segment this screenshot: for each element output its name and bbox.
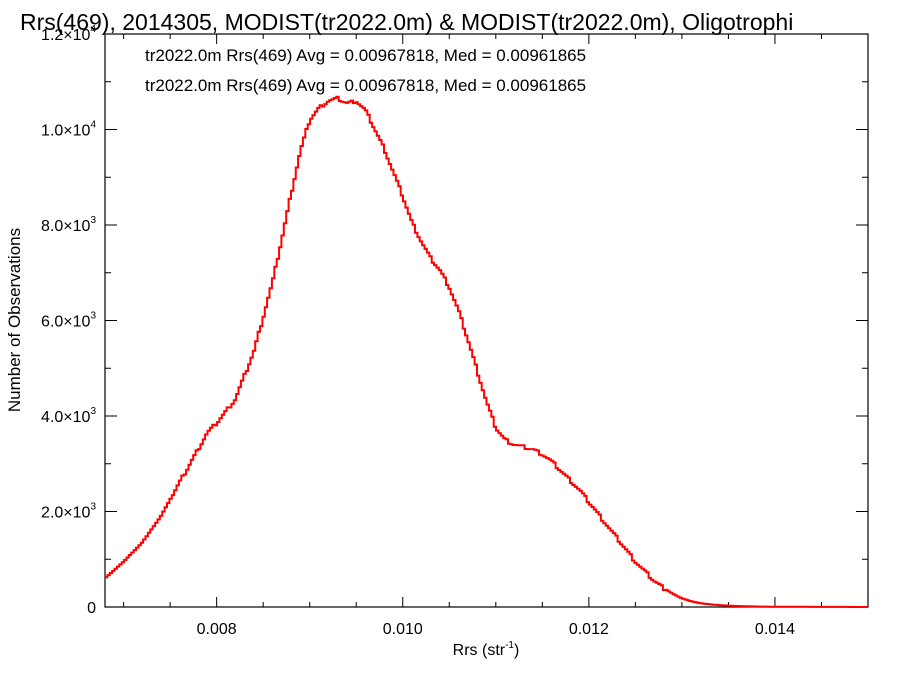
y-tick-label: 8.0×103 xyxy=(41,215,96,235)
y-axis-label: Number of Observations xyxy=(5,228,24,412)
y-axis: 0 2.0×103 4.0×103 6.0×103 8.0×103 1.0×104 1.2×… xyxy=(41,24,868,617)
legend-entry-red: tr2022.0m Rrs(469) Avg = 0.00967818, Med… xyxy=(145,76,586,95)
series-line-red xyxy=(105,95,868,608)
x-axis-label-main: Rrs (str xyxy=(453,642,506,659)
x-tick-label: 0.008 xyxy=(197,621,237,638)
x-tick-label: 0.010 xyxy=(383,621,423,638)
x-tick-label: 0.012 xyxy=(569,621,609,638)
chart-title: Rrs(469), 2014305, MODIST(tr2022.0m) & M… xyxy=(20,9,793,35)
x-axis-label: Rrs (str-1) xyxy=(453,640,520,659)
x-axis-label-end: ) xyxy=(514,642,519,659)
plot-frame xyxy=(104,33,869,608)
x-tick-label: 0.014 xyxy=(755,621,795,638)
x-axis: 0.008 0.010 0.012 0.014 xyxy=(123,34,869,638)
y-tick-label: 6.0×103 xyxy=(41,311,96,331)
y-tick-label: 4.0×103 xyxy=(41,406,96,426)
legend-entry-black: tr2022.0m Rrs(469) Avg = 0.00967818, Med… xyxy=(145,46,586,65)
y-tick-label: 2.0×103 xyxy=(41,502,96,522)
y-tick-label: 0 xyxy=(87,600,96,617)
x-axis-label-sup: -1 xyxy=(505,640,514,651)
y-tick-label: 1.0×104 xyxy=(41,120,96,140)
y-tick-label: 1.2×104 xyxy=(41,24,96,44)
